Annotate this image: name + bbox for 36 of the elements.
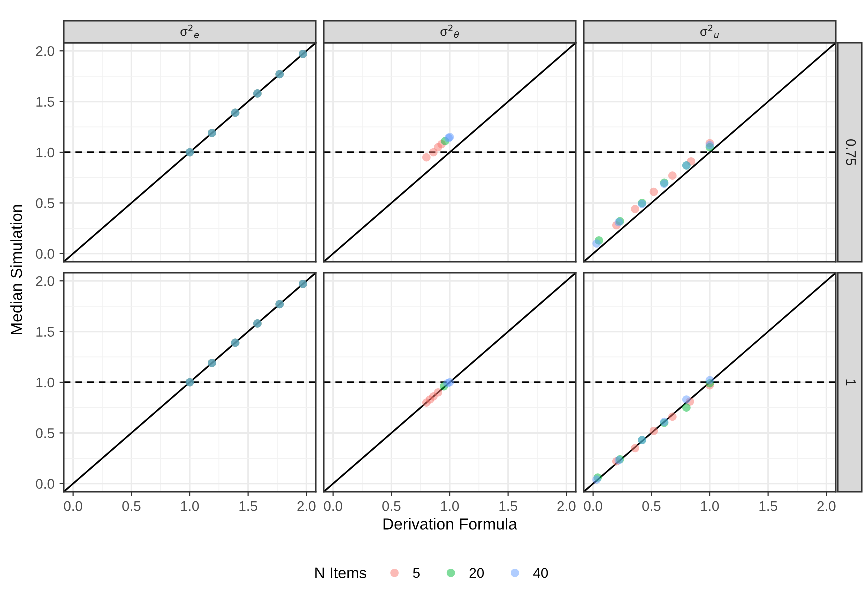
x-tick-label: 2.0 [818, 501, 836, 512]
legend-label: 5 [413, 568, 420, 578]
y-tick-label: 0.0 [36, 249, 54, 260]
chart-title: σ$^{2}$$_{θ}$ [440, 24, 460, 38]
y-tick-label: 1.0 [36, 148, 54, 158]
legend-title: N Items [316, 568, 366, 578]
y2-axis-title: 1 [846, 380, 856, 386]
y-tick-label: 1.0 [36, 378, 54, 388]
y2-axis-title: 0.75 [846, 140, 856, 166]
x-tick-label: 1.0 [701, 501, 720, 512]
legend-label: 40 [534, 568, 548, 578]
chart-title: σ$^{2}$$_{e}$ [180, 24, 200, 38]
chart-title: σ$^{2}$$_{u}$ [700, 24, 720, 38]
y-tick-label: 1.5 [36, 327, 54, 337]
y-tick-label: 2.0 [36, 46, 54, 56]
x-tick-label: 0.5 [642, 501, 661, 512]
x-tick-label: 0.5 [382, 501, 401, 512]
y-tick-label: 0.5 [36, 428, 54, 438]
x-tick-label: 1.0 [181, 501, 200, 512]
x-tick-label: 2.0 [298, 501, 316, 512]
x-tick-label: 1.5 [500, 502, 518, 512]
y-tick-label: 1.5 [36, 97, 54, 107]
x-tick-label: 0.5 [122, 501, 141, 512]
x-axis-title: Derivation Formula [384, 518, 518, 530]
x-tick-label: 0.0 [324, 501, 342, 512]
y-tick-label: 2.0 [36, 276, 54, 286]
x-tick-label: 1.5 [760, 502, 778, 512]
y-tick-label: 0.0 [36, 479, 54, 490]
y-tick-label: 0.5 [36, 198, 54, 208]
legend-label: 20 [470, 568, 484, 578]
x-tick-label: 1.0 [441, 501, 460, 512]
y-axis-title: Median Simulation [10, 205, 22, 334]
x-tick-label: 0.0 [64, 501, 82, 512]
x-tick-label: 1.5 [240, 502, 258, 512]
x-tick-label: 0.0 [584, 501, 602, 512]
x-tick-label: 2.0 [558, 501, 576, 512]
